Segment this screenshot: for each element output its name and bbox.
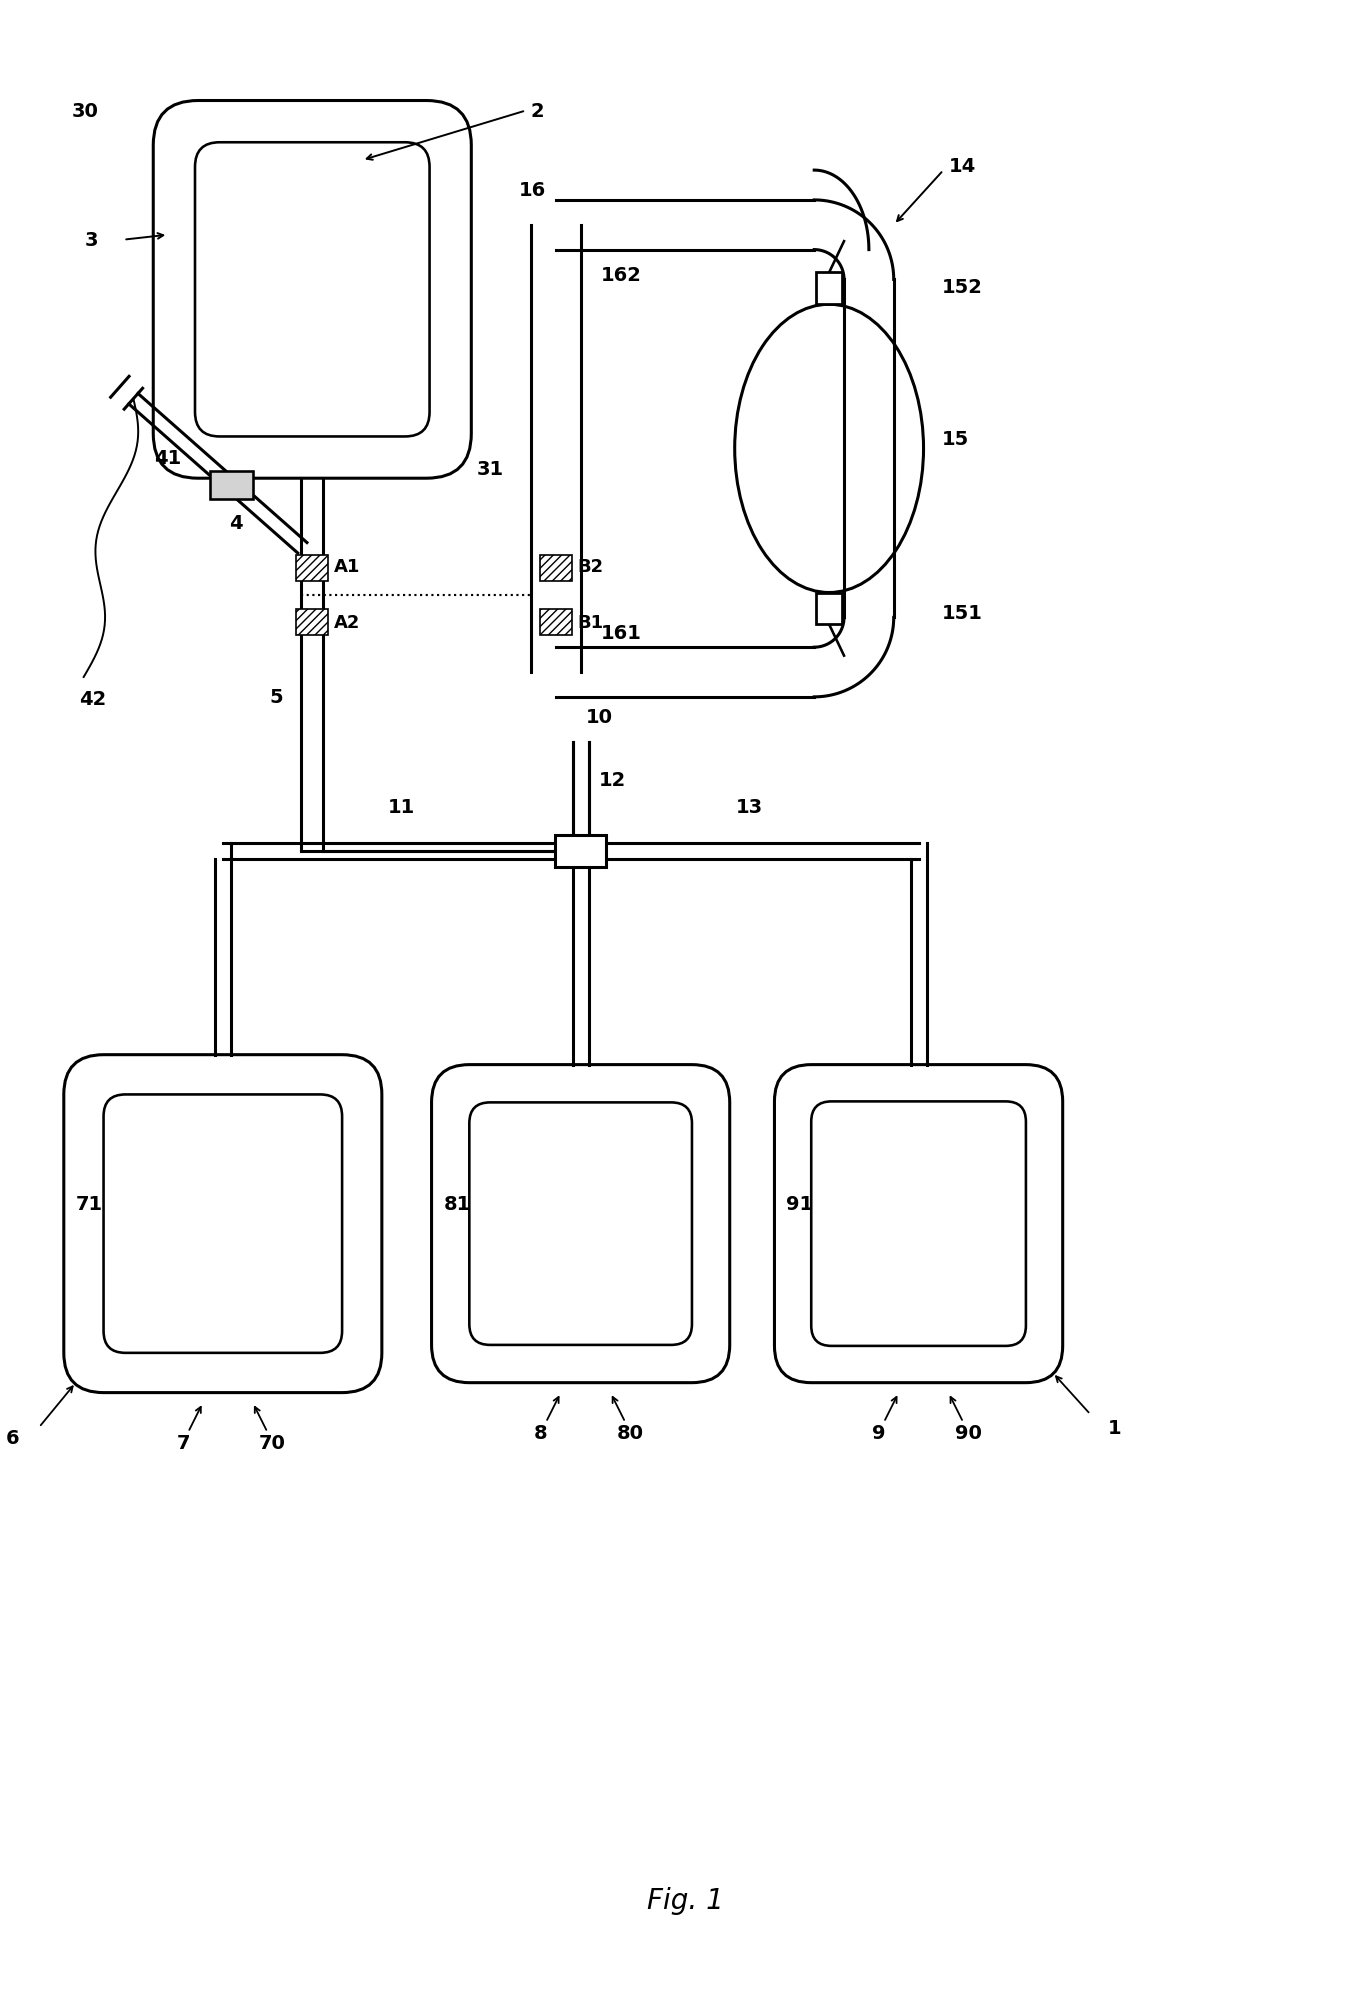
Text: 80: 80	[617, 1424, 644, 1442]
Text: 1: 1	[1108, 1418, 1121, 1438]
FancyBboxPatch shape	[210, 471, 254, 499]
FancyBboxPatch shape	[775, 1065, 1063, 1383]
Text: 70: 70	[259, 1434, 287, 1452]
Text: 16: 16	[518, 180, 546, 200]
Text: 9: 9	[872, 1424, 886, 1442]
Text: 90: 90	[954, 1424, 982, 1442]
FancyBboxPatch shape	[469, 1103, 692, 1345]
Text: A2: A2	[335, 614, 361, 632]
Text: Fig. 1: Fig. 1	[647, 1885, 724, 1913]
Text: 10: 10	[585, 708, 613, 728]
FancyBboxPatch shape	[816, 273, 842, 305]
Text: 3: 3	[85, 231, 99, 251]
Text: 161: 161	[600, 624, 642, 642]
Text: 6: 6	[5, 1428, 19, 1448]
Bar	[296, 610, 328, 636]
Text: 8: 8	[535, 1424, 547, 1442]
Text: 11: 11	[388, 798, 415, 816]
Text: 2: 2	[531, 102, 544, 120]
Text: 7: 7	[177, 1434, 189, 1452]
Text: 151: 151	[942, 604, 982, 624]
Text: 30: 30	[71, 102, 99, 120]
Text: 13: 13	[736, 798, 764, 816]
FancyBboxPatch shape	[816, 593, 842, 626]
Text: 15: 15	[942, 429, 969, 449]
Text: 81: 81	[443, 1195, 470, 1213]
Text: 12: 12	[599, 770, 625, 790]
Text: 5: 5	[270, 688, 284, 708]
Bar	[540, 610, 572, 636]
Text: 152: 152	[942, 279, 982, 297]
FancyBboxPatch shape	[64, 1055, 383, 1393]
Text: A1: A1	[335, 557, 361, 575]
Bar	[540, 555, 572, 581]
FancyBboxPatch shape	[154, 102, 472, 479]
FancyBboxPatch shape	[555, 836, 606, 868]
Text: 42: 42	[78, 690, 106, 710]
Ellipse shape	[735, 305, 924, 593]
Text: B1: B1	[577, 614, 603, 632]
Text: 91: 91	[787, 1195, 813, 1213]
Text: B2: B2	[577, 557, 603, 575]
FancyBboxPatch shape	[432, 1065, 729, 1383]
Bar	[296, 555, 328, 581]
Text: 14: 14	[949, 156, 976, 176]
FancyBboxPatch shape	[195, 142, 429, 437]
Text: 4: 4	[229, 513, 243, 533]
Text: 162: 162	[600, 267, 642, 285]
FancyBboxPatch shape	[812, 1103, 1026, 1345]
FancyBboxPatch shape	[104, 1095, 343, 1353]
Text: 31: 31	[476, 459, 503, 479]
Text: 71: 71	[75, 1195, 103, 1213]
Text: 41: 41	[155, 449, 182, 467]
